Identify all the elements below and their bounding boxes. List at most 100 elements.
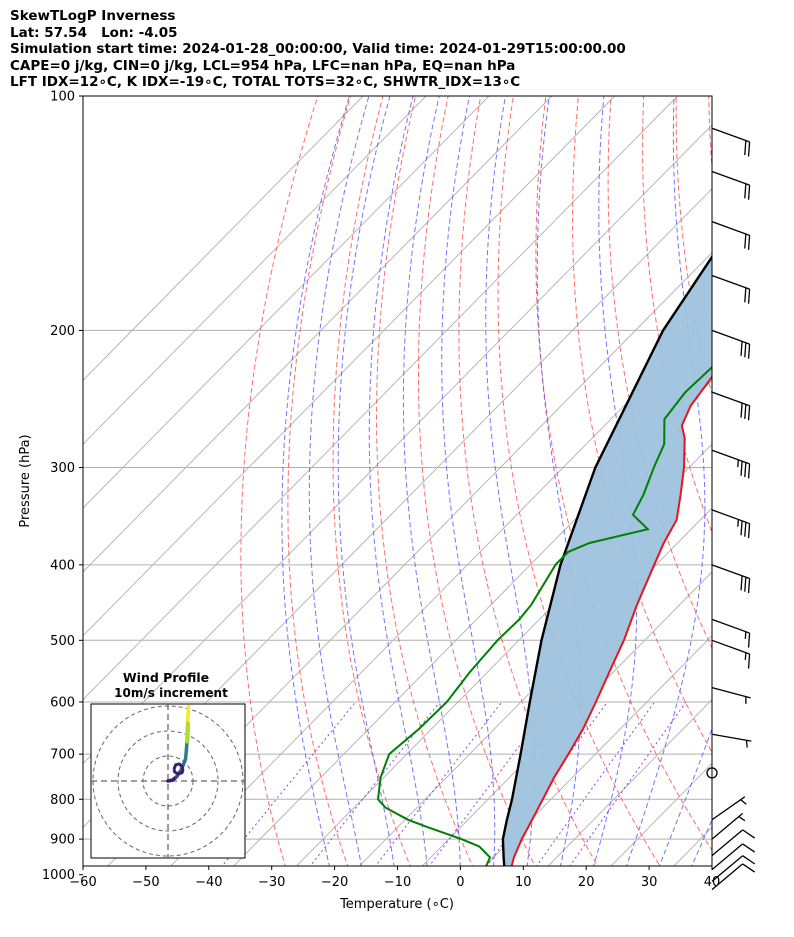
parcel-profile-line — [501, 254, 712, 866]
isotherm — [484, 635, 712, 866]
hodograph-segment — [185, 718, 190, 744]
y-tick-label: 500 — [50, 634, 75, 649]
dry-adiabat — [535, 96, 712, 852]
moist-adiabat — [691, 818, 712, 866]
hodograph-subtitle: 10m/s increment — [114, 686, 228, 700]
isotherm — [83, 124, 712, 765]
wind-barb-half-flag — [744, 652, 747, 660]
isotherm — [83, 96, 616, 637]
moist-adiabat — [712, 96, 794, 891]
hodograph-segment — [185, 704, 191, 722]
wind-barb-staff — [711, 274, 750, 290]
y-tick-label: 300 — [50, 461, 75, 476]
moist-adiabat — [368, 96, 428, 866]
y-tick-label: 400 — [50, 558, 75, 573]
wind-barb-staff — [711, 329, 750, 345]
wind-barb-flag — [747, 235, 751, 250]
wind-barb-staff — [711, 843, 744, 871]
isotherm — [547, 698, 712, 866]
temperature-profile-line — [510, 375, 712, 866]
y-tick-label: 800 — [50, 793, 75, 808]
x-tick-label: 40 — [704, 875, 721, 890]
wind-barb-staff — [711, 564, 750, 580]
x-tick-label: −20 — [321, 875, 348, 890]
y-tick-label: 700 — [50, 748, 75, 763]
wind-barb-staff — [711, 796, 746, 821]
wind-barb — [711, 221, 751, 250]
dry-adiabat — [572, 96, 712, 754]
wind-barb — [711, 829, 756, 857]
wind-barb — [711, 686, 751, 704]
dry-adiabat — [375, 96, 474, 866]
x-axis-label: Temperature (∘C) — [339, 897, 454, 912]
wind-barb — [711, 127, 751, 157]
wind-barb-staff — [711, 686, 751, 699]
moist-adiabat — [308, 96, 370, 866]
y-tick-label: 1000 — [42, 868, 75, 883]
title-indices-cape: CAPE=0 j/kg, CIN=0 j/kg, LCL=954 hPa, LF… — [10, 57, 516, 74]
wind-barb-flag — [747, 141, 751, 157]
wind-barb-flag — [742, 843, 756, 853]
moist-adiabat — [281, 96, 350, 866]
moist-adiabat — [536, 96, 582, 866]
wind-barb-flag — [744, 233, 747, 249]
wind-barb-flag — [740, 575, 743, 591]
dry-adiabat — [708, 96, 712, 174]
mixing-ratio-line — [309, 701, 441, 866]
wind-barb-flag — [747, 578, 751, 594]
wind-barb-flag — [744, 577, 747, 592]
wind-barb-flag — [744, 522, 747, 537]
dry-adiabat — [332, 96, 411, 866]
hodograph-title: Wind Profile — [123, 670, 209, 685]
y-tick-label: 900 — [50, 833, 75, 848]
x-tick-label: −50 — [132, 875, 159, 890]
wind-barb-staff — [711, 170, 750, 186]
wind-barb — [711, 855, 756, 882]
wind-barb-half-flag — [737, 519, 739, 527]
wind-barb-staff — [711, 812, 744, 840]
x-tick-label: −30 — [258, 875, 285, 890]
wind-barb-staff — [711, 863, 744, 891]
wind-barb — [711, 618, 751, 648]
wind-barb-staff — [711, 829, 744, 857]
hodograph-loop — [172, 762, 185, 776]
isotherm — [83, 96, 678, 701]
wind-barb — [711, 509, 751, 539]
wind-barb-flag — [742, 855, 756, 865]
isotherm — [358, 507, 712, 866]
x-tick-label: −40 — [195, 875, 222, 890]
wind-barb — [711, 329, 751, 359]
x-tick-label: 20 — [578, 875, 595, 890]
isotherm — [83, 96, 427, 445]
moist-adiabat — [441, 96, 496, 866]
wind-barb — [711, 863, 756, 891]
wind-barb-flag — [740, 461, 743, 476]
wind-barb-half-flag — [744, 631, 747, 640]
wind-barb — [711, 733, 752, 748]
wind-barb-flag — [747, 653, 751, 669]
wind-barb — [711, 170, 751, 200]
x-tick-label: −10 — [384, 875, 411, 890]
dry-adiabat — [458, 96, 599, 866]
chart-header: SkewTLogP Inverness Lat: 57.54 Lon: -4.05… — [10, 8, 626, 91]
y-tick-label: 100 — [50, 90, 75, 105]
wind-barb-flag — [742, 829, 756, 839]
skewt-plot-area — [83, 96, 794, 891]
title-location: Lat: 57.54 Lon: -4.05 — [10, 24, 178, 41]
dewpoint-profile-line — [376, 365, 712, 866]
wind-barb-flag — [744, 183, 747, 199]
wind-barb — [711, 274, 751, 304]
wind-barb-flag — [747, 289, 751, 304]
wind-barb — [711, 391, 751, 421]
isotherm — [83, 96, 490, 509]
moist-adiabat — [626, 96, 706, 866]
wind-barb-staff — [711, 391, 750, 407]
moist-adiabat — [658, 727, 712, 866]
wind-barb-half-flag — [738, 816, 746, 822]
wind-barb-flag — [747, 344, 751, 359]
y-axis-label: Pressure (hPa) — [18, 434, 33, 527]
dry-adiabat — [675, 96, 712, 396]
wind-barb-staff — [711, 127, 750, 143]
isotherm — [83, 96, 364, 381]
wind-barb-staff — [711, 733, 752, 742]
